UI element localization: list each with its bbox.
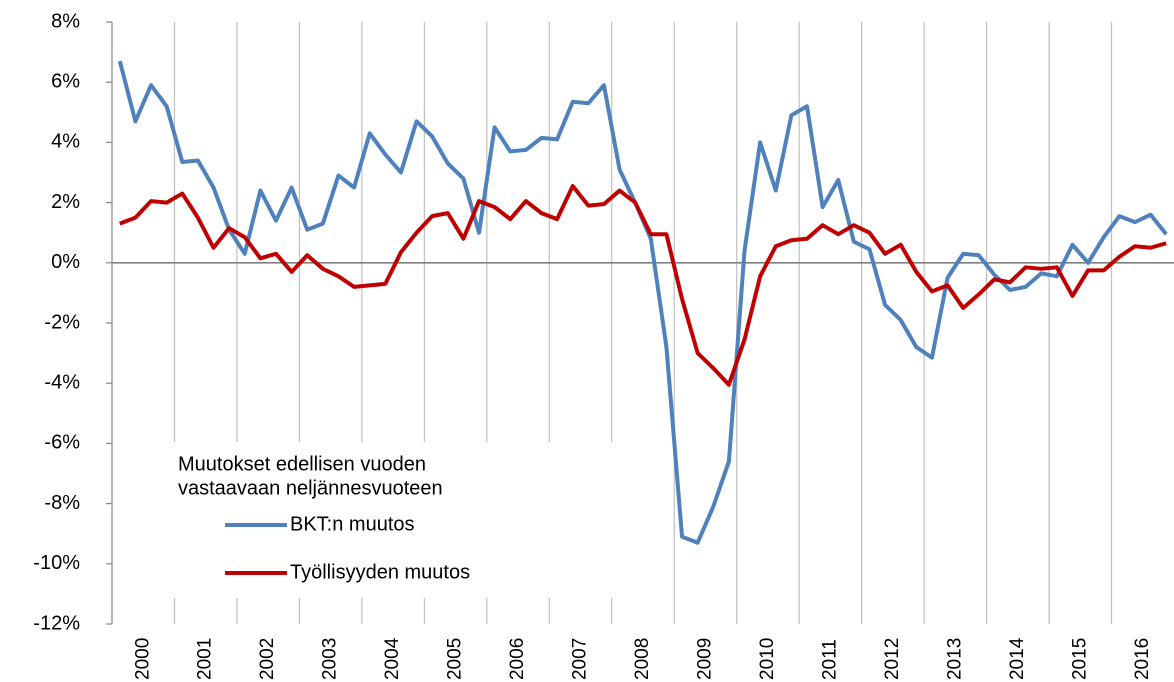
y-tick-label: 4%: [51, 131, 80, 153]
x-tick-label: 2016: [1132, 638, 1153, 680]
y-tick-label: 6%: [51, 70, 80, 92]
legend-label: BKT:n muutos: [290, 513, 415, 535]
x-tick-label: 2012: [882, 638, 903, 680]
x-tick-label: 2010: [757, 638, 778, 680]
x-tick-label: 2014: [1007, 637, 1028, 680]
x-tick-label: 2001: [195, 638, 216, 680]
y-tick-label: 8%: [51, 10, 80, 32]
x-tick-label: 2000: [132, 638, 153, 680]
x-tick-label: 2015: [1069, 638, 1090, 680]
x-tick-label: 2002: [257, 638, 278, 680]
y-tick-label: -12%: [33, 612, 80, 634]
series-line: [119, 184, 1167, 387]
y-tick-label: -6%: [44, 432, 80, 454]
y-tick-label: -10%: [33, 552, 80, 574]
x-tick-label: 2007: [570, 638, 591, 680]
y-tick-label: 2%: [51, 191, 80, 213]
y-tick-label: -8%: [44, 492, 80, 514]
legend-title: vastaavaan neljännesvuoteen: [178, 477, 443, 499]
x-tick-label: 2011: [819, 639, 840, 680]
legend-label: Työllisyyden muutos: [290, 561, 470, 583]
y-tick-label: -2%: [44, 311, 80, 333]
x-tick-label: 2004: [382, 637, 403, 680]
y-tick-label: 0%: [51, 251, 80, 273]
x-tick-label: 2006: [507, 638, 528, 680]
x-tick-label: 2003: [320, 638, 341, 680]
x-tick-label: 2005: [445, 638, 466, 680]
legend-title: Muutokset edellisen vuoden: [178, 453, 426, 475]
y-tick-label: -4%: [44, 371, 80, 393]
x-tick-label: 2009: [694, 638, 715, 680]
x-tick-label: 2008: [632, 638, 653, 680]
x-tick-label: 2013: [944, 638, 965, 680]
